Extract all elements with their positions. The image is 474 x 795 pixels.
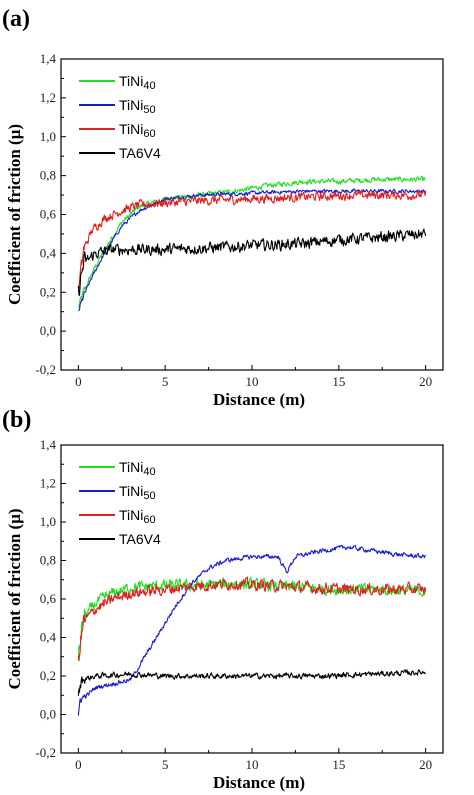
x-tick-label: 15 bbox=[332, 757, 345, 772]
series-line-tini-40 bbox=[78, 175, 427, 308]
legend-label: TiNi50 bbox=[119, 483, 156, 502]
legend-label: TA6V4 bbox=[119, 531, 161, 547]
legend-name: TiNi bbox=[119, 97, 143, 113]
y-tick-label: 1,2 bbox=[40, 90, 56, 105]
y-tick-label: 0,4 bbox=[40, 630, 57, 645]
y-axis-title: Coefficient of friction (μ) bbox=[5, 509, 24, 690]
series-group bbox=[77, 175, 427, 312]
series-line-ta6v4 bbox=[77, 669, 426, 696]
legend-name: TiNi bbox=[119, 121, 143, 137]
x-tick-label: 20 bbox=[419, 374, 432, 389]
y-tick-label: 0,0 bbox=[40, 323, 56, 338]
y-tick-label: 0,8 bbox=[40, 553, 56, 568]
legend-label: TiNi60 bbox=[119, 121, 156, 140]
y-tick-label: 0,4 bbox=[40, 245, 57, 260]
y-tick-label: 1,0 bbox=[40, 514, 56, 529]
chart-panel-b: (b) -0,2 0,0 0,2 0,4 0,6 0,8 1,0 1,2 1,4 0 5 10 15 20 D… bbox=[2, 407, 444, 792]
series-group bbox=[77, 544, 427, 716]
legend-label: TA6V4 bbox=[119, 145, 161, 161]
y-tick-label: 0,2 bbox=[40, 668, 56, 683]
x-tick-label: 10 bbox=[246, 757, 259, 772]
y-tick-label: -0,2 bbox=[35, 745, 56, 760]
series-line-tini-60 bbox=[77, 576, 427, 662]
legend-name: TiNi bbox=[119, 507, 143, 523]
x-tick-label: 20 bbox=[419, 757, 432, 772]
series-line-ta6v4 bbox=[77, 228, 427, 296]
y-tick-label: 1,2 bbox=[40, 476, 56, 491]
y-tick-label: -0,2 bbox=[35, 362, 56, 377]
panel-label: (a) bbox=[2, 6, 30, 32]
y-tick-label: 1,4 bbox=[40, 51, 57, 66]
legend-label: TiNi40 bbox=[119, 459, 156, 478]
y-tick-label: 0,8 bbox=[40, 168, 56, 183]
chart-panel-a: (a) -0,2 0,0 0,2 0,4 0,6 0,8 1,0 1,2 1,4 0 5 10 15 20 D… bbox=[2, 6, 444, 409]
legend-subscript: 50 bbox=[143, 490, 155, 502]
legend-name: TiNi bbox=[119, 483, 143, 499]
legend-subscript: 50 bbox=[143, 104, 155, 116]
y-axis-title: Coefficient of friction (μ) bbox=[5, 124, 24, 305]
legend-label: TiNi40 bbox=[119, 73, 156, 92]
series-line-tini-40 bbox=[77, 576, 427, 661]
y-tick-label: 0,6 bbox=[40, 591, 57, 606]
y-tick-label: 1,4 bbox=[40, 437, 57, 452]
x-axis-title: Distance (m) bbox=[213, 773, 305, 792]
series-line-tini-60 bbox=[77, 189, 427, 289]
legend-name: TA6V4 bbox=[119, 531, 161, 547]
legend-subscript: 60 bbox=[143, 128, 155, 140]
y-tick-label: 0,2 bbox=[40, 284, 56, 299]
x-tick-label: 15 bbox=[332, 374, 345, 389]
y-tick-label: 0,0 bbox=[40, 707, 56, 722]
legend-subscript: 60 bbox=[143, 514, 155, 526]
legend-name: TiNi bbox=[119, 459, 143, 475]
legend-label: TiNi60 bbox=[119, 507, 156, 526]
x-tick-label: 0 bbox=[75, 374, 82, 389]
panel-label: (b) bbox=[2, 407, 31, 433]
x-axis-title: Distance (m) bbox=[213, 390, 305, 409]
x-tick-label: 5 bbox=[162, 757, 169, 772]
x-tick-label: 5 bbox=[162, 374, 169, 389]
legend-subscript: 40 bbox=[143, 466, 155, 478]
legend-name: TA6V4 bbox=[119, 145, 161, 161]
x-tick-label: 10 bbox=[246, 374, 259, 389]
series-line-tini-50 bbox=[78, 188, 427, 312]
y-tick-label: 0,6 bbox=[40, 207, 57, 222]
x-tick-label: 0 bbox=[75, 757, 82, 772]
legend-label: TiNi50 bbox=[119, 97, 156, 116]
legend-name: TiNi bbox=[119, 73, 143, 89]
legend-subscript: 40 bbox=[143, 80, 155, 92]
y-tick-label: 1,0 bbox=[40, 129, 56, 144]
series-line-tini-50 bbox=[77, 544, 426, 716]
